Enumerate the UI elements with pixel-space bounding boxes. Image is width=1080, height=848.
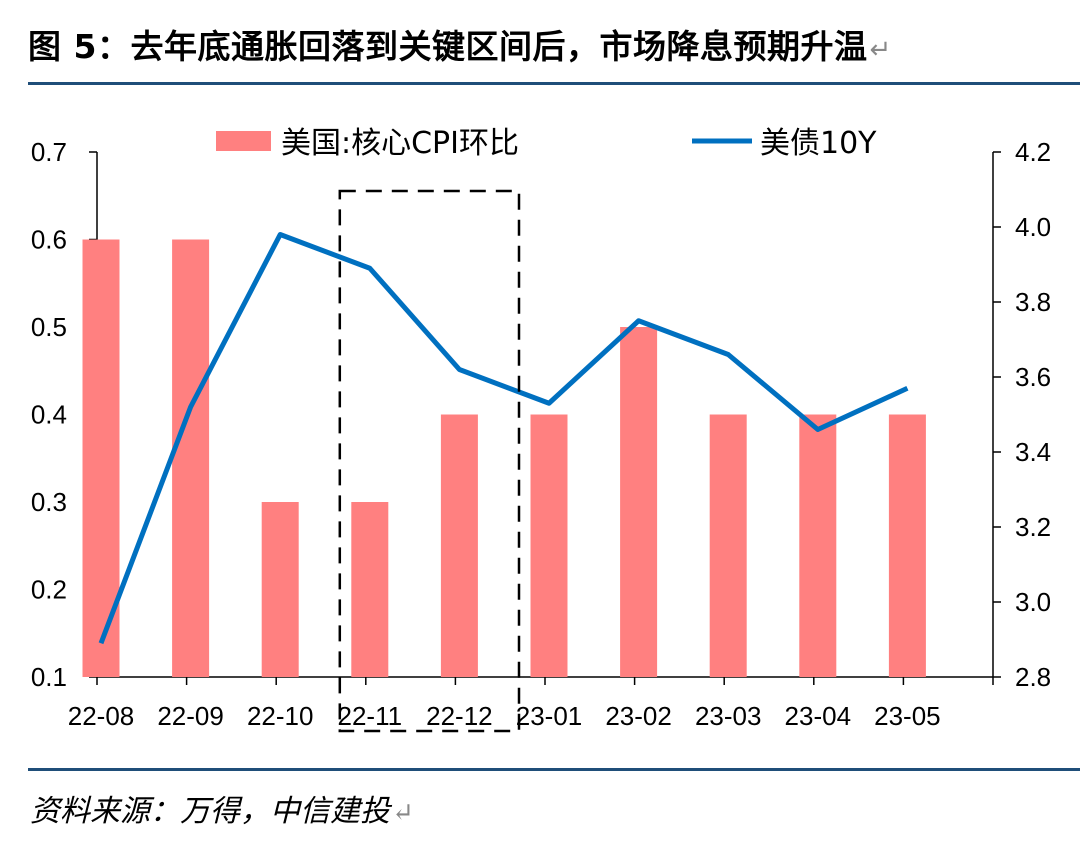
- source-note: 资料来源：万得，中信建投↵: [30, 786, 414, 830]
- x-tick-label: 22-12: [426, 701, 493, 731]
- left-tick-label: 0.5: [31, 312, 67, 342]
- tick-labels: 0.1 0.2 0.3 0.4 0.5 0.6 0.7 2.8 3.0 3.2 3.4 3.6 3.8 4…: [31, 137, 1051, 731]
- bar: [440, 414, 478, 677]
- bar: [888, 414, 926, 677]
- line-series: [98, 189, 909, 733]
- bar: [620, 327, 658, 677]
- x-tick-label: 22-11: [338, 701, 403, 731]
- bar: [530, 414, 568, 677]
- right-tick-label: 3.4: [1015, 437, 1051, 467]
- x-tick-label: 22-08: [68, 701, 135, 731]
- left-tick-label: 0.1: [31, 662, 67, 692]
- left-tick-label: 0.2: [31, 575, 67, 605]
- x-tick-label: 23-03: [695, 701, 762, 731]
- figure-title-text: 图 5：去年底通胀回落到关键区间后，市场降息预期升温: [28, 27, 868, 66]
- bar: [261, 502, 299, 677]
- bar-series: [82, 239, 926, 677]
- bar: [709, 414, 747, 677]
- right-tick-label: 3.6: [1015, 362, 1051, 392]
- legend-line-label: 美债10Y: [760, 126, 877, 161]
- top-rule: [28, 82, 1080, 85]
- figure-title: 图 5：去年底通胀回落到关键区间后，市场降息预期升温↵: [28, 20, 1068, 68]
- legend-bar-label: 美国:核心CPI环比: [281, 126, 519, 161]
- return-mark-icon: ↵: [392, 798, 414, 828]
- right-tick-label: 3.0: [1015, 587, 1051, 617]
- left-tick-label: 0.7: [31, 137, 67, 167]
- chart: 0.1 0.2 0.3 0.4 0.5 0.6 0.7 2.8 3.0 3.2 3.4 3.6 3.8 4…: [31, 126, 1051, 733]
- highlight-box: [338, 189, 521, 733]
- x-tick-label: 22-10: [247, 701, 314, 731]
- right-tick-label: 2.8: [1015, 662, 1051, 692]
- x-tick-label: 23-02: [605, 701, 672, 731]
- left-tick-label: 0.6: [31, 225, 67, 255]
- x-tick-label: 22-09: [157, 701, 224, 731]
- right-tick-label: 3.2: [1015, 512, 1051, 542]
- return-mark-icon: ↵: [869, 35, 892, 65]
- right-tick-label: 4.2: [1015, 137, 1051, 167]
- right-tick-label: 3.8: [1015, 287, 1051, 317]
- bottom-rule: [28, 768, 1080, 771]
- bar: [172, 239, 210, 677]
- bar: [351, 502, 389, 677]
- x-tick-label: 23-01: [516, 701, 583, 731]
- legend: 美国:核心CPI环比 美债10Y: [216, 126, 877, 161]
- source-text: 资料来源：万得，中信建投: [30, 794, 390, 829]
- legend-bar-swatch: [216, 131, 271, 151]
- left-tick-label: 0.3: [31, 487, 67, 517]
- line-10y: [98, 232, 909, 645]
- x-tick-label: 23-05: [874, 701, 941, 731]
- right-tick-label: 4.0: [1015, 212, 1051, 242]
- left-tick-label: 0.4: [31, 400, 67, 430]
- bar: [799, 414, 837, 677]
- x-tick-label: 23-04: [785, 701, 852, 731]
